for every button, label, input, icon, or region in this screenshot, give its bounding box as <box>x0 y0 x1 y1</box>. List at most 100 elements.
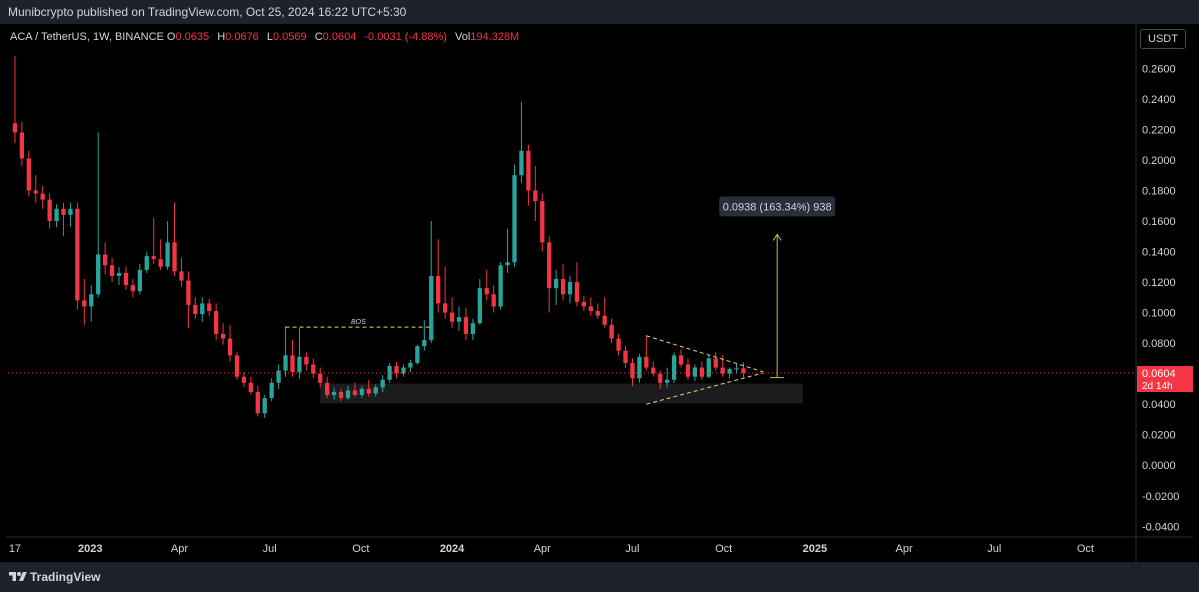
candle-body <box>151 256 156 260</box>
candle-body <box>227 338 233 356</box>
y-tick-label: 0.2400 <box>1142 94 1176 106</box>
candle-body <box>220 333 226 339</box>
candle-body <box>352 390 358 396</box>
x-tick-label: Oct <box>715 543 732 555</box>
candle-body <box>442 303 448 313</box>
candle-body <box>713 358 718 368</box>
triangle-lower-line <box>646 372 764 405</box>
candle-body <box>477 288 482 324</box>
candle-body <box>54 208 59 221</box>
candle-body <box>574 282 580 302</box>
candle-body <box>658 373 663 383</box>
candle-body <box>602 315 607 325</box>
footer-brand[interactable]: TradingView <box>30 570 101 584</box>
candle-body <box>630 362 635 379</box>
candle-body <box>540 201 545 243</box>
candle-body <box>130 285 136 292</box>
candle-body <box>422 340 427 347</box>
bos-label: BOS <box>351 319 366 326</box>
x-tick-label: 17 <box>9 543 21 555</box>
candle-body <box>665 379 670 383</box>
y-tick-label: -0.0200 <box>1142 491 1179 503</box>
candle-body <box>75 208 80 301</box>
candle-body <box>706 358 711 377</box>
candle-body <box>449 312 455 322</box>
x-tick-label: Jul <box>263 543 277 555</box>
candles <box>12 56 746 418</box>
candle-body <box>207 303 212 312</box>
candle-body <box>338 391 344 399</box>
publisher-bar: Munibcrypto published on TradingView.com… <box>0 0 1199 24</box>
candle-body <box>484 288 489 295</box>
candle-body <box>165 242 170 267</box>
y-tick-label: 0.1200 <box>1142 277 1176 289</box>
y-tick-label: -0.0400 <box>1142 521 1179 533</box>
candle-body <box>616 338 621 351</box>
candle-body <box>61 208 66 215</box>
change-value: -0.0031 (-4.88%) <box>364 31 447 43</box>
candle-body <box>26 158 31 191</box>
candle-body <box>331 391 337 396</box>
candle-body <box>380 379 385 388</box>
y-tick-label: 0.2000 <box>1142 155 1176 167</box>
candle-body <box>200 303 205 315</box>
candle-body <box>290 355 295 373</box>
candle-body <box>623 350 628 363</box>
candle-body <box>137 269 142 292</box>
candle-body <box>727 369 732 374</box>
candle-body <box>699 367 704 377</box>
low-value: 0.0569 <box>273 31 307 43</box>
candle-body <box>255 391 260 414</box>
y-tick-label: 0.0200 <box>1142 430 1176 442</box>
candle-body <box>651 367 656 374</box>
candle-body <box>526 150 531 191</box>
candle-body <box>470 323 476 334</box>
candle-body <box>595 311 600 316</box>
annotation-zones <box>320 383 803 404</box>
high-value: 0.0676 <box>225 31 259 43</box>
y-tick-label: 0.1400 <box>1142 247 1176 259</box>
vol-value: 194.328M <box>470 31 520 43</box>
candle-body <box>373 387 378 394</box>
tradingview-logo-icon[interactable] <box>9 569 27 585</box>
currency-button[interactable]: USDT <box>1140 29 1186 49</box>
candle-body <box>609 324 614 339</box>
triangle-upper-line <box>646 335 764 373</box>
candle-body <box>491 294 496 307</box>
candle-body <box>505 262 510 266</box>
candle-body <box>429 275 434 341</box>
x-tick-label: Apr <box>171 543 188 555</box>
chart-frame <box>6 24 1193 562</box>
candle-body <box>692 367 698 377</box>
candle-body <box>158 259 163 267</box>
close-label: C <box>314 31 323 43</box>
low-label: L <box>266 31 273 43</box>
candle-body <box>567 282 573 295</box>
demand-zone-box <box>320 383 803 404</box>
measure-arrowhead <box>772 233 782 241</box>
countdown-label: 2d 14h <box>1142 381 1173 392</box>
candle-body <box>19 132 25 159</box>
candle-body <box>102 254 108 266</box>
candle-body <box>269 382 274 399</box>
annotations: BOS 0.0938 (163.34%) 938 <box>8 196 1136 405</box>
y-tick-label: 0.1800 <box>1142 185 1176 197</box>
open-value: 0.0635 <box>175 31 210 43</box>
candle-body <box>318 373 323 383</box>
candle-body <box>262 398 267 414</box>
y-tick-label: 0.2600 <box>1142 63 1176 75</box>
candle-body <box>519 150 524 176</box>
candle-body <box>276 370 281 383</box>
candle-body <box>401 367 406 374</box>
x-tick-label: Oct <box>1077 543 1094 555</box>
high-label: H <box>217 31 226 43</box>
y-tick-label: 0.1600 <box>1142 216 1176 228</box>
candle-body <box>68 208 73 215</box>
x-tick-label: 2023 <box>78 543 102 555</box>
candle-body <box>547 242 552 289</box>
candle-body <box>671 355 677 380</box>
candle-body <box>304 356 309 365</box>
candle-body <box>248 382 253 392</box>
y-tick-label: 0.0400 <box>1142 399 1176 411</box>
